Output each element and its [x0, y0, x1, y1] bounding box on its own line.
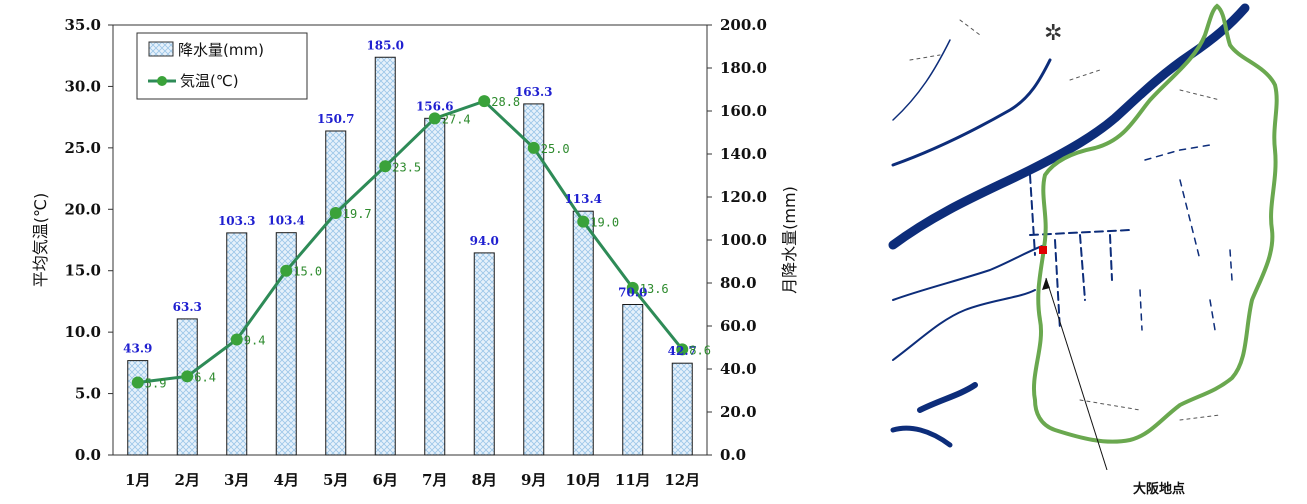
precipitation-data-label: 63.3	[173, 300, 202, 314]
precipitation-data-label: 185.0	[366, 38, 404, 52]
temperature-data-label: 6.4	[194, 370, 216, 384]
precipitation-data-label: 94.0	[470, 234, 499, 248]
temperature-marker	[626, 281, 639, 294]
x-tick-label: 4月	[274, 471, 299, 489]
right-tick-label: 160.0	[720, 102, 767, 120]
x-tick-label: 5月	[323, 471, 348, 489]
temperature-marker	[230, 333, 243, 346]
right-tick-label: 60.0	[720, 317, 757, 335]
temperature-data-label: 13.6	[640, 282, 669, 296]
watershed-boundary	[1032, 3, 1279, 444]
x-tick-label: 6月	[373, 471, 398, 489]
temperature-marker	[181, 370, 194, 383]
left-tick-label: 25.0	[64, 139, 101, 157]
x-tick-label: 11月	[615, 471, 651, 489]
precipitation-bar	[473, 252, 495, 456]
legend-bar-label: 降水量(mm)	[178, 41, 264, 59]
legend: 降水量(mm) 気温(℃)	[136, 32, 308, 100]
precipitation-data-label: 163.3	[515, 85, 553, 99]
basin-map: ✲	[888, 0, 1307, 470]
temperature-data-label: 19.0	[590, 216, 619, 230]
right-tick-label: 0.0	[720, 446, 746, 464]
temperature-marker	[280, 264, 293, 277]
right-tick-label: 40.0	[720, 360, 757, 378]
temperature-data-label: 25.0	[541, 142, 570, 156]
climate-chart: 43.9 63.3 103.3 103.4 150.7 185.0 156.6 94.0 163…	[31, 16, 799, 489]
temperature-data-label: 28.8	[491, 95, 520, 109]
precipitation-data-label: 156.6	[416, 99, 454, 113]
temperature-data-label: 15.0	[293, 265, 322, 279]
x-tick-label: 1月	[125, 471, 150, 489]
compass-icon: ✲	[1044, 21, 1062, 46]
legend-line-marker	[157, 76, 167, 86]
right-tick-label: 120.0	[720, 188, 767, 206]
precipitation-bar	[325, 130, 347, 456]
precipitation-data-label: 103.3	[218, 214, 256, 228]
temperature-data-label: 8.6	[689, 343, 711, 357]
osaka-point-marker	[1039, 246, 1047, 254]
left-tick-label: 30.0	[64, 77, 101, 95]
x-tick-label: 8月	[472, 471, 497, 489]
left-tick-label: 15.0	[64, 262, 101, 280]
precipitation-data-label: 113.4	[564, 192, 602, 206]
temperature-marker	[379, 160, 392, 173]
precipitation-data-label: 70.0	[618, 286, 647, 300]
temperature-marker	[131, 376, 144, 389]
precipitation-data-label: 43.9	[123, 342, 152, 356]
temperature-marker	[478, 95, 491, 108]
precipitation-bar	[523, 103, 545, 456]
river-network	[888, 3, 1250, 448]
x-tick-label: 9月	[521, 471, 546, 489]
precipitation-data-label: 103.4	[267, 214, 305, 228]
precipitation-bar	[275, 232, 297, 456]
legend-line-label: 気温(℃)	[180, 72, 239, 90]
temperature-data-label: 5.9	[145, 377, 167, 391]
temperature-data-label: 23.5	[392, 160, 421, 174]
x-tick-label: 10月	[565, 471, 601, 489]
temperature-data-label: 27.4	[442, 112, 471, 126]
precipitation-bar	[127, 360, 149, 456]
temperature-marker	[676, 343, 689, 356]
temperature-marker	[527, 141, 540, 154]
right-tick-label: 140.0	[720, 145, 767, 163]
precipitation-bar	[374, 56, 396, 456]
left-axis-title: 平均気温(℃)	[31, 193, 50, 287]
left-tick-label: 0.0	[75, 446, 101, 464]
temperature-marker	[577, 215, 590, 228]
right-tick-label: 20.0	[720, 403, 757, 421]
temperature-data-label: 19.7	[343, 207, 372, 221]
right-tick-label: 200.0	[720, 16, 767, 34]
x-tick-label: 12月	[664, 471, 700, 489]
right-tick-label: 100.0	[720, 231, 767, 249]
left-tick-label: 20.0	[64, 200, 101, 218]
right-axis-title: 月降水量(mm)	[780, 186, 799, 294]
legend-bar-swatch	[148, 41, 174, 57]
precipitation-data-label: 150.7	[317, 112, 355, 126]
precipitation-bar	[622, 304, 644, 456]
precipitation-bar	[572, 210, 594, 456]
left-tick-label: 10.0	[64, 323, 101, 341]
x-tick-label: 7月	[422, 471, 447, 489]
precipitation-bar	[424, 117, 446, 456]
precipitation-data-label: 42.7	[668, 344, 697, 358]
x-tick-label: 3月	[224, 471, 249, 489]
precipitation-bar	[671, 362, 693, 456]
left-tick-label: 35.0	[64, 16, 101, 34]
temperature-marker	[428, 112, 441, 125]
temperature-marker	[329, 206, 342, 219]
temperature-data-label: 9.4	[244, 334, 266, 348]
x-tick-label: 2月	[175, 471, 200, 489]
right-tick-label: 180.0	[720, 59, 767, 77]
map-background	[893, 0, 1307, 452]
left-tick-label: 5.0	[75, 385, 101, 403]
right-tick-label: 80.0	[720, 274, 757, 292]
temperature-line	[137, 99, 684, 385]
precipitation-bar	[176, 318, 198, 456]
osaka-point-label: 大阪地点	[1133, 482, 1186, 497]
label-leader-line	[1045, 277, 1108, 470]
